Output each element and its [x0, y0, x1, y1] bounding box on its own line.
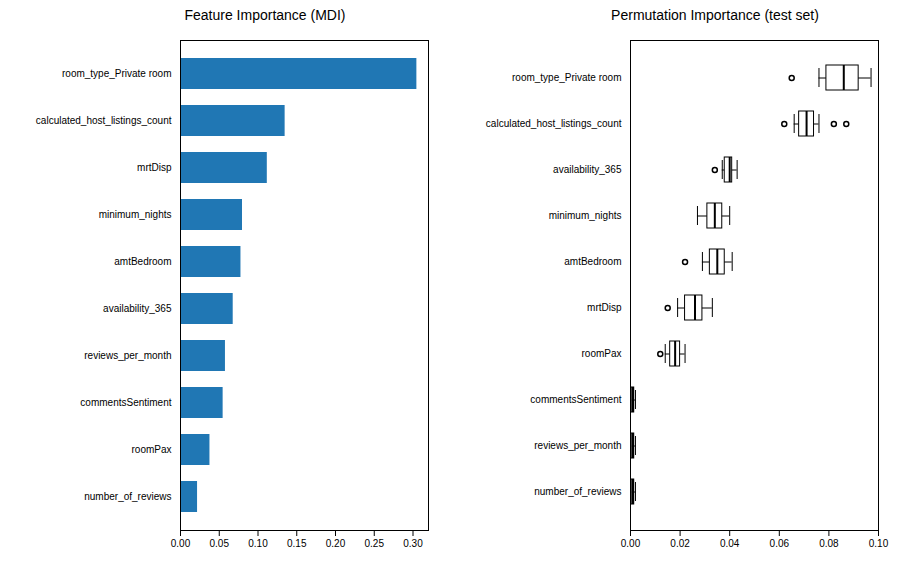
svg-text:minimum_nights: minimum_nights: [549, 210, 622, 221]
html-text:Permutation Importance (test s: Permutation Importance (test set): [611, 7, 819, 23]
html-text:Feature Importance (MDI): Feature Importance (MDI): [184, 7, 346, 23]
svg-text:0.00: 0.00: [621, 538, 641, 549]
svg-text:0.10: 0.10: [248, 538, 268, 549]
svg-text:availability_365: availability_365: [103, 303, 172, 314]
svg-text:number_of_reviews: number_of_reviews: [84, 491, 171, 502]
svg-text:mrtDisp: mrtDisp: [587, 302, 622, 313]
svg-text:mrtDisp: mrtDisp: [137, 162, 172, 173]
svg-text:roomPax: roomPax: [581, 348, 621, 359]
svg-text:0.25: 0.25: [365, 538, 385, 549]
svg-text:0.04: 0.04: [720, 538, 740, 549]
svg-text:amtBedroom: amtBedroom: [114, 256, 171, 267]
svg-text:0.00: 0.00: [171, 538, 191, 549]
svg-text:room_type_Private room: room_type_Private room: [62, 68, 172, 79]
svg-text:number_of_reviews: number_of_reviews: [534, 486, 621, 497]
svg-text:0.08: 0.08: [819, 538, 839, 549]
svg-text:0.10: 0.10: [869, 538, 889, 549]
svg-text:0.15: 0.15: [287, 538, 307, 549]
svg-text:calculated_host_listings_count: calculated_host_listings_count: [486, 118, 622, 129]
svg-text:0.05: 0.05: [210, 538, 230, 549]
svg-text:reviews_per_month: reviews_per_month: [84, 350, 171, 361]
svg-text:0.06: 0.06: [770, 538, 790, 549]
svg-text:0.02: 0.02: [670, 538, 690, 549]
svg-text:calculated_host_listings_count: calculated_host_listings_count: [36, 115, 172, 126]
svg-text:commentsSentiment: commentsSentiment: [530, 394, 621, 405]
svg-text:0.30: 0.30: [403, 538, 423, 549]
svg-text:minimum_nights: minimum_nights: [99, 209, 172, 220]
svg-text:reviews_per_month: reviews_per_month: [534, 440, 621, 451]
svg-text:0.20: 0.20: [326, 538, 346, 549]
svg-text:commentsSentiment: commentsSentiment: [80, 397, 171, 408]
svg-text:availability_365: availability_365: [553, 164, 622, 175]
svg-text:amtBedroom: amtBedroom: [564, 256, 621, 267]
svg-text:room_type_Private room: room_type_Private room: [512, 72, 622, 83]
svg-text:roomPax: roomPax: [131, 444, 171, 455]
